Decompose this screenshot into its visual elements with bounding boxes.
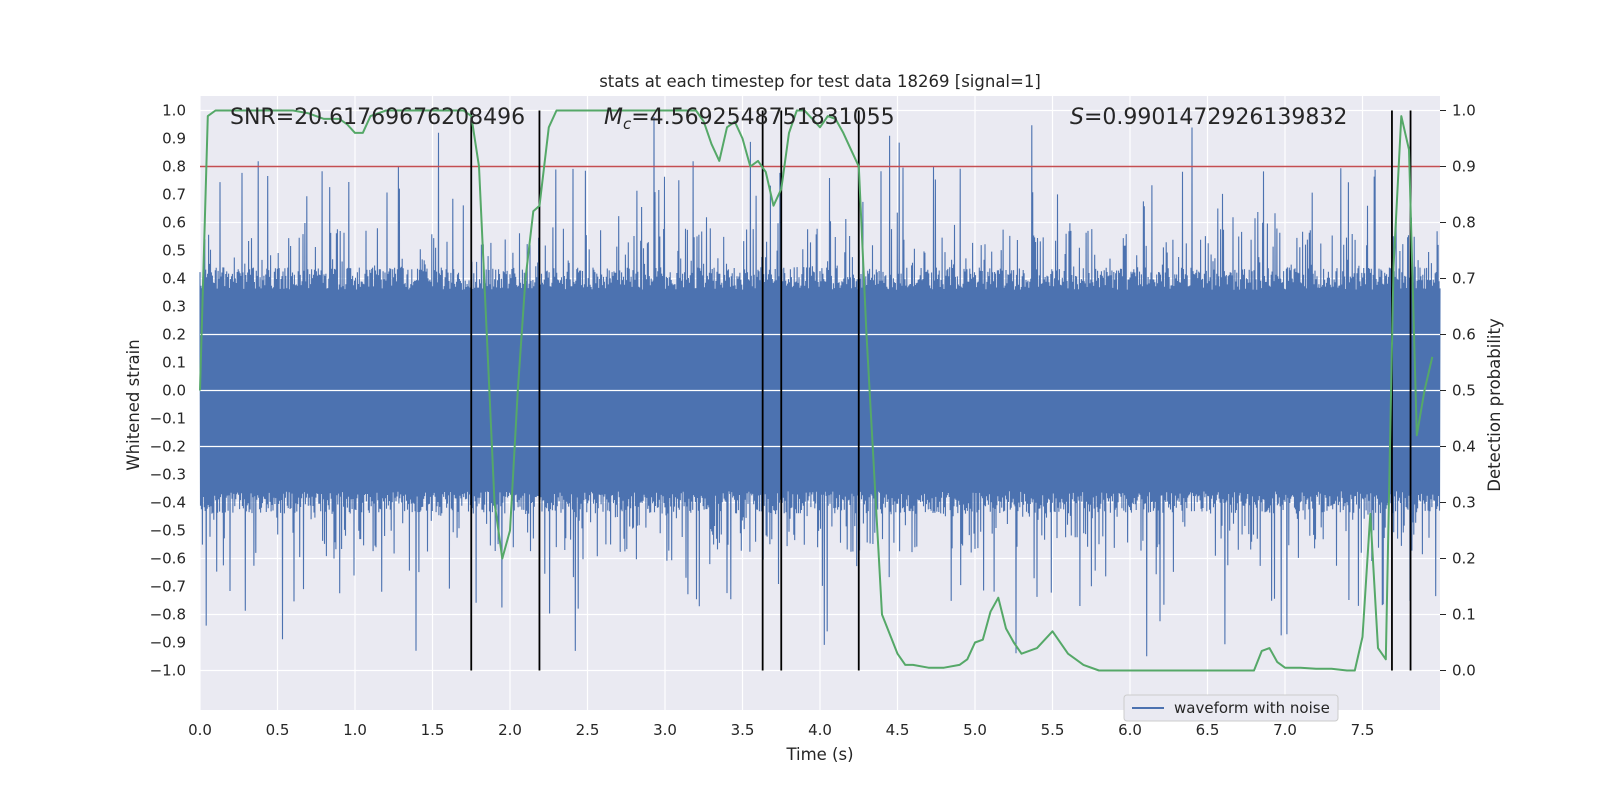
left-y-tick-label: 0.1 <box>162 354 186 372</box>
x-tick-label: 2.0 <box>498 721 522 739</box>
x-tick-label: 5.5 <box>1041 721 1065 739</box>
left-y-tick-label: −1.0 <box>150 662 186 680</box>
left-y-tick-label: 0.0 <box>162 382 186 400</box>
left-y-tick-label: 0.2 <box>162 326 186 344</box>
left-y-tick-label: 0.5 <box>162 242 186 260</box>
left-y-tick-label: 0.7 <box>162 186 186 204</box>
x-axis-label: Time (s) <box>785 745 853 764</box>
right-y-axis-ticks: 1.0 0.9 0.8 0.7 0.6 0.5 0.4 0.3 0.2 0.1 0.0 <box>1440 102 1476 680</box>
legend: waveform with noise <box>1123 694 1339 722</box>
left-y-tick-label: −0.8 <box>150 606 186 624</box>
left-y-tick-label: −0.5 <box>150 522 186 540</box>
x-tick-label: 6.0 <box>1118 721 1142 739</box>
score-symbol: S <box>1070 105 1084 130</box>
left-y-tick-label: −0.7 <box>150 578 186 596</box>
x-tick-label: 6.5 <box>1196 721 1220 739</box>
right-y-tick-label: 0.3 <box>1452 494 1476 512</box>
left-y-tick-label: 0.4 <box>162 270 186 288</box>
score-annotation: S=0.9901472926139832 <box>1070 105 1347 130</box>
right-y-tick-label: 0.2 <box>1452 550 1476 568</box>
left-y-tick-label: −0.2 <box>150 438 186 456</box>
left-y-tick-label: 0.8 <box>162 158 186 176</box>
score-value: =0.9901472926139832 <box>1084 105 1347 130</box>
left-y-axis-ticks: 1.0 0.9 0.8 0.7 0.6 0.5 0.4 0.3 0.2 0.1 0.0 −0.1 −0.… <box>150 102 186 680</box>
x-tick-label: 0.0 <box>188 721 212 739</box>
left-y-tick-label: 1.0 <box>162 102 186 120</box>
waveform-with-noise-series <box>199 116 1441 657</box>
left-y-tick-label: 0.6 <box>162 214 186 232</box>
left-y-tick-label: 0.9 <box>162 130 186 148</box>
x-axis-ticks: 0.0 0.5 1.0 1.5 2.0 2.5 3.0 3.5 4.0 4.5 5.0 5.5 6.0 6… <box>188 721 1374 739</box>
left-y-tick-label: −0.3 <box>150 466 186 484</box>
right-y-tick-label: 0.9 <box>1452 158 1476 176</box>
chirp-mass-symbol: M <box>604 105 623 130</box>
right-y-tick-label: 0.5 <box>1452 382 1476 400</box>
right-y-tick-label: 0.8 <box>1452 214 1476 232</box>
chirp-mass-value: =4.5692548751831055 <box>631 105 894 130</box>
chart-title: stats at each timestep for test data 182… <box>599 72 1041 91</box>
x-tick-label: 1.0 <box>343 721 367 739</box>
x-tick-label: 7.5 <box>1351 721 1375 739</box>
left-y-tick-label: −0.6 <box>150 550 186 568</box>
detection-probability-line <box>199 109 1434 672</box>
x-tick-label: 4.0 <box>808 721 832 739</box>
legend-label-waveform: waveform with noise <box>1174 699 1330 717</box>
left-y-tick-label: −0.4 <box>150 494 186 512</box>
legend-box <box>1123 694 1339 722</box>
left-y-tick-label: −0.9 <box>150 634 186 652</box>
right-y-axis-label: Detection probability <box>1485 318 1504 492</box>
x-tick-label: 4.5 <box>886 721 910 739</box>
x-tick-label: 3.5 <box>731 721 755 739</box>
x-tick-label: 2.5 <box>576 721 600 739</box>
x-tick-label: 1.5 <box>421 721 445 739</box>
right-y-tick-label: 0.6 <box>1452 326 1476 344</box>
right-y-tick-label: 0.1 <box>1452 606 1476 624</box>
x-tick-label: 5.0 <box>963 721 987 739</box>
chirp-mass-annotation: Mc=4.5692548751831055 <box>604 105 895 133</box>
right-y-tick-label: 0.4 <box>1452 438 1476 456</box>
x-tick-label: 7.0 <box>1273 721 1297 739</box>
left-y-tick-label: 0.3 <box>162 298 186 316</box>
detection-probability-series <box>199 109 1434 672</box>
right-y-tick-label: 0.7 <box>1452 270 1476 288</box>
x-tick-label: 3.0 <box>653 721 677 739</box>
snr-annotation: SNR=20.61769676208496 <box>230 105 525 130</box>
left-y-tick-label: −0.1 <box>150 410 186 428</box>
x-tick-label: 0.5 <box>266 721 290 739</box>
chirp-mass-subscript: c <box>623 115 632 133</box>
left-y-axis-label: Whitened strain <box>124 339 143 470</box>
right-y-tick-label: 1.0 <box>1452 102 1476 120</box>
right-y-tick-label: 0.0 <box>1452 662 1476 680</box>
